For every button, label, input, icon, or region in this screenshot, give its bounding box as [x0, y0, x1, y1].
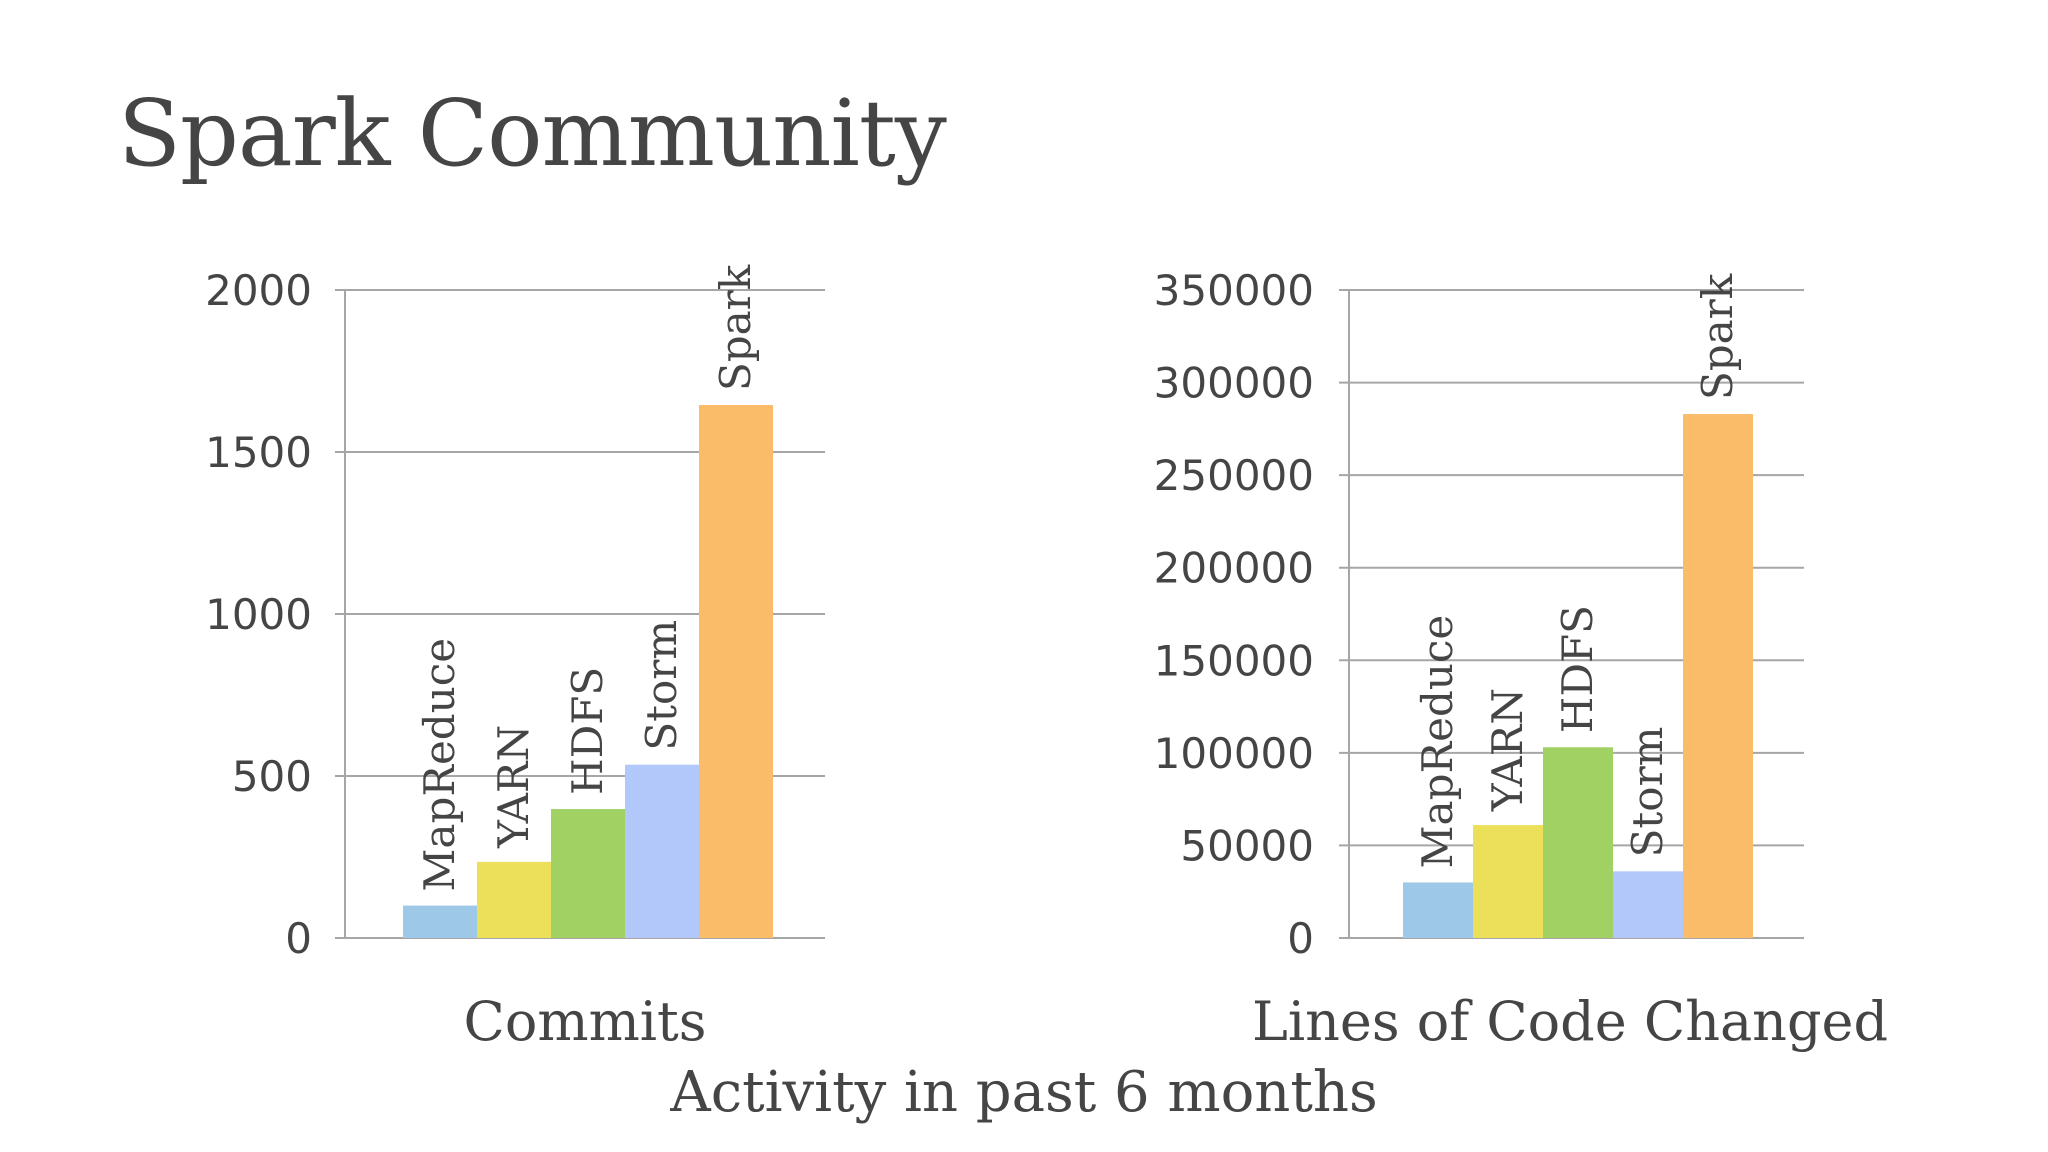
commits-bar-label-hdfs: HDFS [563, 667, 612, 795]
loc-bar-label-yarn: YARN [1483, 688, 1532, 812]
loc-bar-storm [1613, 871, 1683, 938]
loc-bar-yarn [1473, 825, 1543, 938]
commits-bar-label-yarn: YARN [489, 725, 538, 849]
loc-ytick-label: 0 [1287, 914, 1314, 963]
commits-ytick-label: 500 [232, 752, 312, 801]
loc-bar-mapreduce [1403, 882, 1473, 938]
loc-ytick-label: 200000 [1154, 544, 1314, 593]
slide-caption: Activity in past 6 months [670, 1060, 1378, 1125]
loc-ytick-label: 250000 [1154, 451, 1314, 500]
loc-bar-label-storm: Storm [1623, 727, 1672, 858]
loc-bar-label-spark: Spark [1693, 273, 1742, 400]
commits-bar-spark [699, 405, 773, 938]
loc-ytick-label: 50000 [1180, 821, 1314, 870]
commits-bar-label-storm: Storm [637, 620, 686, 751]
loc-bar-label-hdfs: HDFS [1553, 605, 1602, 733]
commits-bar-yarn [477, 861, 551, 938]
commits-ytick-label: 2000 [205, 266, 312, 315]
loc-ytick-label: 150000 [1154, 636, 1314, 685]
commits-x-axis-title: Commits [464, 990, 707, 1053]
commits-bar-storm [625, 764, 699, 938]
commits-ytick-label: 1000 [205, 590, 312, 639]
commits-bar-hdfs [551, 809, 625, 938]
commits-ytick-label: 0 [285, 914, 312, 963]
commits-bar-label-spark: Spark [711, 264, 760, 391]
loc-bar-label-mapreduce: MapReduce [1413, 615, 1462, 869]
loc-ytick-label: 300000 [1154, 359, 1314, 408]
loc-bar-hdfs [1543, 747, 1613, 938]
commits-bar-label-mapreduce: MapReduce [415, 638, 464, 892]
loc-ytick-label: 100000 [1154, 729, 1314, 778]
commits-ytick-label: 1500 [205, 428, 312, 477]
commits-bar-mapreduce [403, 905, 477, 938]
loc-x-axis-title: Lines of Code Changed [1252, 990, 1888, 1053]
loc-ytick-label: 350000 [1154, 266, 1314, 315]
slide-title: Spark Community [118, 80, 947, 187]
loc-bar-spark [1683, 414, 1753, 938]
